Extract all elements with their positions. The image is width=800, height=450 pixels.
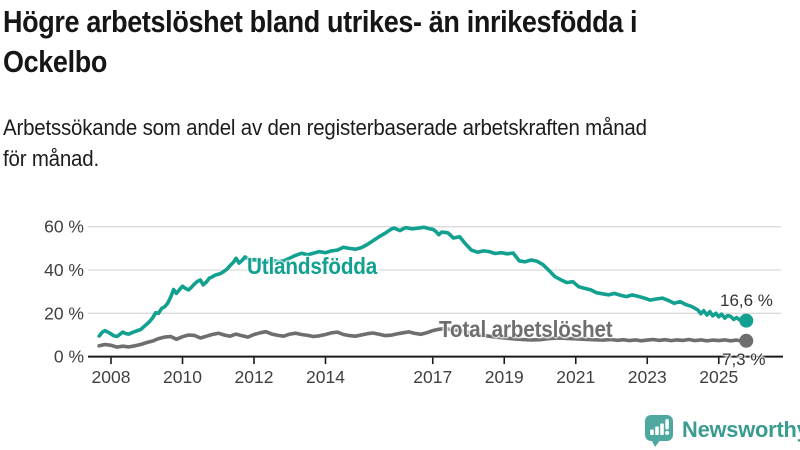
svg-text:20 %: 20 % (44, 303, 84, 323)
chart-subtitle: Arbetssökande som andel av den registerb… (3, 112, 647, 174)
svg-text:40 %: 40 % (44, 260, 84, 280)
title-line-2: Ockelbo (3, 44, 107, 79)
svg-text:2012: 2012 (235, 367, 274, 387)
newsworthy-logo[interactable]: Newsworthy (644, 411, 800, 448)
subtitle-line-1: Arbetssökande som andel av den registerb… (3, 115, 647, 140)
svg-text:2010: 2010 (163, 367, 202, 387)
end-value-total-arbetsloshet: 7,3 % (722, 350, 766, 369)
svg-text:60 %: 60 % (44, 217, 84, 237)
svg-text:2023: 2023 (628, 367, 667, 387)
svg-text:2025: 2025 (699, 367, 738, 387)
svg-text:2021: 2021 (556, 367, 595, 387)
svg-text:0 %: 0 % (54, 347, 84, 367)
svg-text:2019: 2019 (485, 367, 524, 387)
series-label-utlandsfodda: Utlandsfödda (247, 253, 378, 279)
newsworthy-wordmark: Newsworthy (682, 416, 800, 442)
title-line-1: Högre arbetslöshet bland utrikes- än inr… (3, 4, 638, 39)
subtitle-line-2: för månad. (3, 146, 99, 171)
svg-text:2017: 2017 (413, 367, 452, 387)
svg-text:2014: 2014 (306, 367, 345, 387)
series-label-total-arbetsloshet: Total arbetslöshet (439, 316, 613, 342)
newsworthy-logo-icon (645, 415, 673, 447)
end-value-utlandsfodda: 16,6 % (720, 291, 773, 310)
svg-text:2008: 2008 (92, 367, 131, 387)
page-title: Högre arbetslöshet bland utrikes- än inr… (3, 2, 638, 82)
